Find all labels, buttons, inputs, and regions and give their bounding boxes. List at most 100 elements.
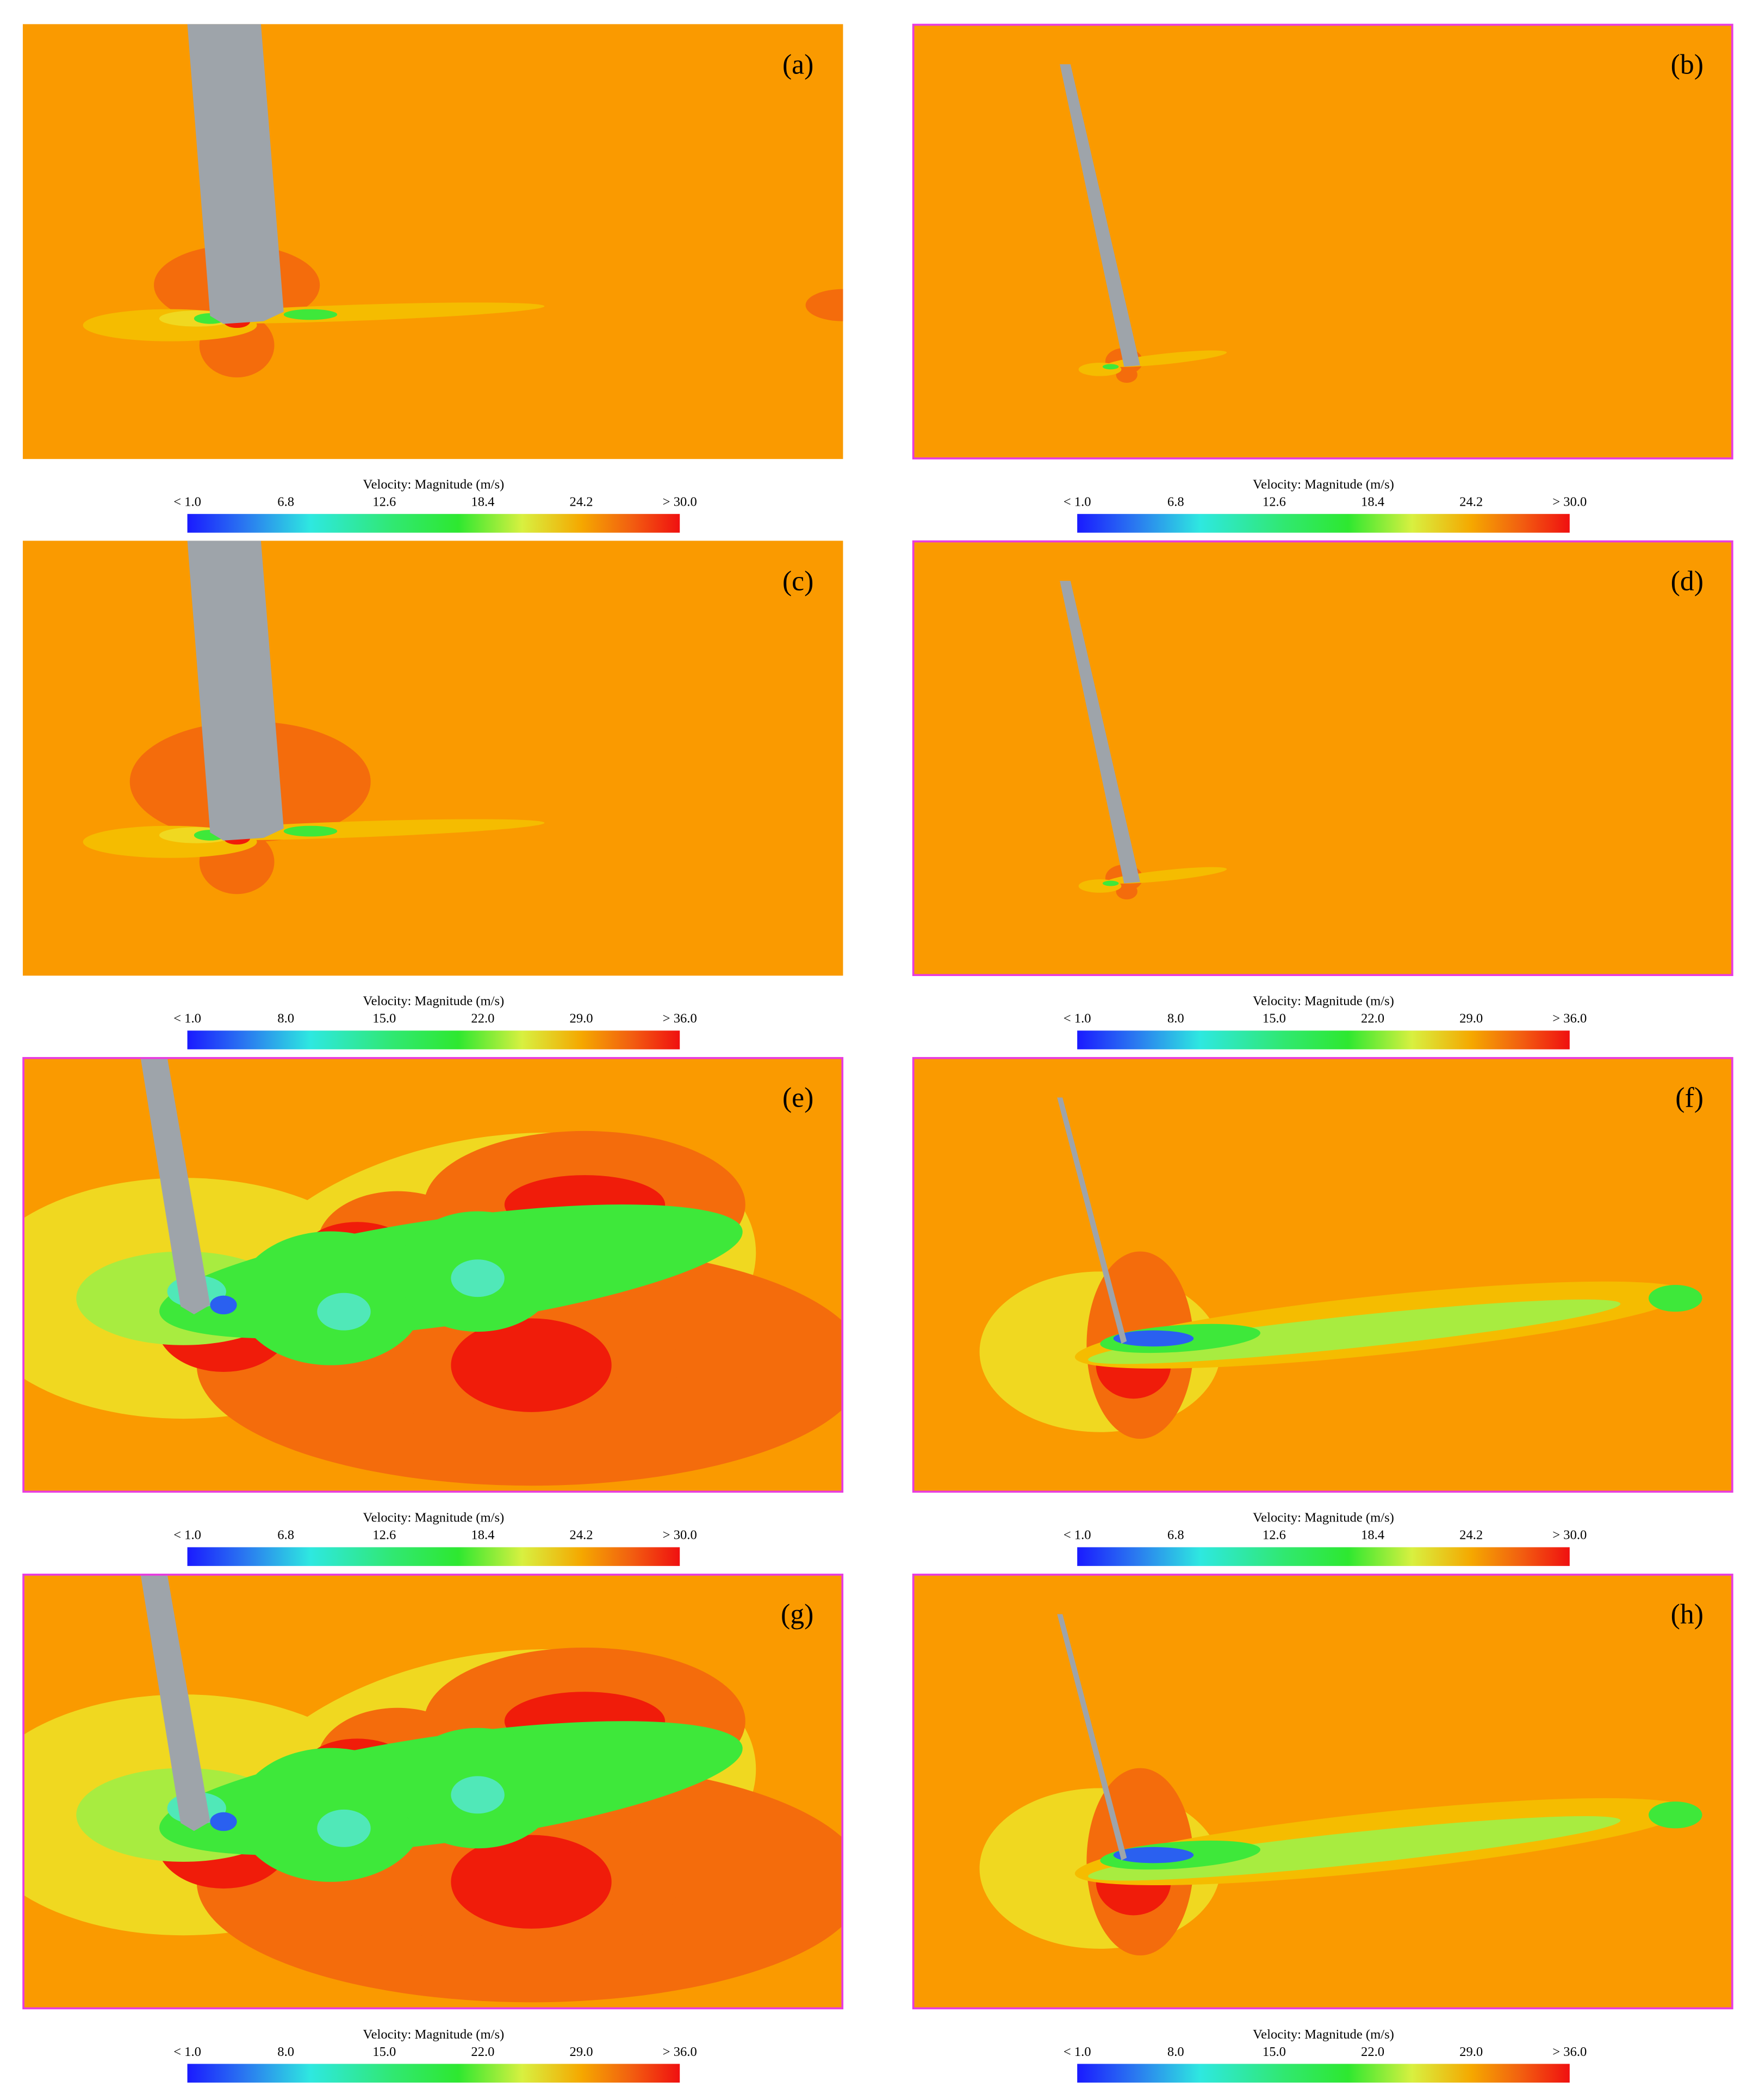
- panel-label: (f): [1675, 1083, 1704, 1114]
- blade: [1057, 1097, 1127, 1344]
- contour: [317, 1809, 371, 1847]
- panel-label: (b): [1671, 49, 1704, 80]
- flow-field: [912, 1057, 1733, 1493]
- colorbar-tick-label: < 1.0: [1064, 1528, 1091, 1543]
- contour: [451, 1318, 612, 1412]
- colorbar-tick-label: < 1.0: [173, 2045, 201, 2059]
- panel: (c): [22, 540, 843, 976]
- colorbar-tick-label: 29.0: [1459, 2045, 1483, 2059]
- colorbar-tick-label: 8.0: [277, 2045, 294, 2059]
- colorbar-tick-label: 8.0: [1167, 1011, 1184, 1026]
- blade: [187, 24, 284, 324]
- contour: [1088, 1816, 1621, 1881]
- contour: [1113, 1847, 1194, 1863]
- colorbar-tick-label: 6.8: [1167, 494, 1184, 509]
- contour: [1116, 883, 1137, 900]
- colorbar-tick-label: > 30.0: [1552, 1528, 1587, 1543]
- colorbar-tick-label: 22.0: [471, 2045, 494, 2059]
- colorbar-tick-label: 12.6: [1263, 1528, 1286, 1543]
- blade: [140, 1574, 210, 1831]
- panel-label: (g): [781, 1599, 813, 1630]
- contour: [1649, 1284, 1702, 1312]
- contour: [1102, 364, 1119, 370]
- background: [912, 540, 1733, 976]
- contour: [1088, 1299, 1621, 1364]
- colorbar: [1077, 514, 1570, 533]
- colorbar-title: Velocity: Magnitude (m/s): [363, 477, 505, 492]
- contour: [451, 1776, 505, 1814]
- colorbar-tick-label: 18.4: [471, 494, 494, 509]
- panel: (f): [912, 1057, 1733, 1493]
- colorbar-tick-label: 8.0: [1167, 2045, 1184, 2059]
- colorbar-tick-label: 29.0: [570, 1011, 593, 1026]
- panel-border: [22, 1574, 844, 2010]
- contour: [283, 825, 338, 837]
- colorbar-tick-label: < 1.0: [173, 494, 201, 509]
- contour: [451, 1835, 612, 1929]
- contour: [283, 309, 338, 320]
- panel-label: (a): [782, 49, 813, 80]
- colorbar-tick-label: 15.0: [372, 2045, 396, 2059]
- background: [912, 1574, 1733, 2009]
- panel-border: [912, 540, 1733, 977]
- colorbar-tick-label: 22.0: [1361, 2045, 1384, 2059]
- colorbar-tick-label: 22.0: [1361, 1011, 1384, 1026]
- flow-field: [22, 24, 843, 459]
- colorbar-title: Velocity: Magnitude (m/s): [1253, 477, 1394, 492]
- colorbar-tick-label: 12.6: [372, 494, 396, 509]
- colorbar-title: Velocity: Magnitude (m/s): [1253, 1511, 1394, 1525]
- colorbar-tick-label: 24.2: [570, 494, 593, 509]
- panel-border: [912, 1574, 1733, 2010]
- blade: [140, 1057, 210, 1315]
- colorbar: [187, 1030, 680, 1049]
- colorbar-tick-label: > 36.0: [663, 1011, 697, 1026]
- panel-label: (d): [1671, 566, 1704, 597]
- contour: [1113, 1330, 1194, 1347]
- colorbar-title: Velocity: Magnitude (m/s): [363, 2027, 505, 2042]
- flow-field: [912, 1574, 1733, 2009]
- colorbar-tick-label: 24.2: [570, 1528, 593, 1543]
- colorbar-tick-label: > 30.0: [663, 494, 697, 509]
- panel: (g): [22, 1574, 844, 2010]
- colorbar-tick-label: > 36.0: [663, 2045, 697, 2059]
- flow-field: [912, 24, 1733, 459]
- blade: [187, 540, 284, 841]
- colorbar-title: Velocity: Magnitude (m/s): [1253, 994, 1394, 1009]
- colorbar-tick-label: 12.6: [1263, 494, 1286, 509]
- panel: (e): [22, 1057, 844, 1493]
- colorbar: [1077, 2064, 1570, 2083]
- panel: (a): [22, 24, 843, 459]
- panel: (b): [912, 23, 1733, 459]
- panel-border: [22, 1057, 844, 1493]
- colorbar-tick-label: < 1.0: [1064, 494, 1091, 509]
- panel-border: [912, 23, 1733, 459]
- colorbar-tick-label: 24.2: [1459, 1528, 1483, 1543]
- colorbar-tick-label: 18.4: [1361, 1528, 1384, 1543]
- flow-field: [912, 540, 1733, 976]
- contour: [210, 1812, 237, 1831]
- colorbar-tick-label: 22.0: [471, 1011, 494, 1026]
- colorbar: [1077, 1547, 1570, 1566]
- colorbar-tick-label: < 1.0: [1064, 2045, 1091, 2059]
- background: [912, 24, 1733, 459]
- colorbar-tick-label: < 1.0: [1064, 1011, 1091, 1026]
- contour: [1102, 880, 1119, 886]
- panel-label: (h): [1671, 1599, 1704, 1630]
- colorbar-tick-label: 6.8: [277, 1528, 294, 1543]
- colorbar-tick-label: < 1.0: [173, 1528, 201, 1543]
- background: [912, 1057, 1733, 1493]
- colorbar-tick-label: 18.4: [471, 1528, 494, 1543]
- colorbar-title: Velocity: Magnitude (m/s): [363, 994, 505, 1009]
- blade: [1060, 581, 1140, 884]
- colorbar-tick-label: 8.0: [277, 1011, 294, 1026]
- colorbar-tick-label: 6.8: [1167, 1528, 1184, 1543]
- colorbar: [187, 2064, 680, 2083]
- colorbar-tick-label: > 36.0: [1552, 2045, 1587, 2059]
- colorbar-title: Velocity: Magnitude (m/s): [1253, 2027, 1394, 2042]
- colorbar-tick-label: 29.0: [570, 2045, 593, 2059]
- contour: [1649, 1801, 1702, 1829]
- colorbar: [187, 514, 680, 533]
- panel: (d): [912, 540, 1733, 977]
- colorbar-tick-label: < 1.0: [173, 1011, 201, 1026]
- blade: [1060, 64, 1140, 367]
